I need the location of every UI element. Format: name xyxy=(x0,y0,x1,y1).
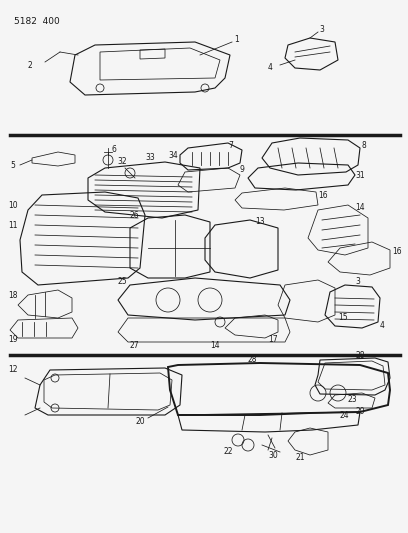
Text: 14: 14 xyxy=(355,204,365,213)
Text: 16: 16 xyxy=(318,190,328,199)
Text: 17: 17 xyxy=(268,335,277,344)
Text: 2: 2 xyxy=(28,61,33,69)
Text: 26: 26 xyxy=(130,211,140,220)
Text: 5182  400: 5182 400 xyxy=(14,18,60,27)
Text: 4: 4 xyxy=(380,321,385,330)
Text: 13: 13 xyxy=(255,217,265,227)
Text: 10: 10 xyxy=(8,200,18,209)
Text: 7: 7 xyxy=(228,141,233,149)
Text: 33: 33 xyxy=(145,154,155,163)
Text: 32: 32 xyxy=(117,157,126,166)
Text: 19: 19 xyxy=(8,335,18,344)
Text: 30: 30 xyxy=(268,450,278,459)
Text: 5: 5 xyxy=(10,160,15,169)
Text: 18: 18 xyxy=(8,290,18,300)
Text: 24: 24 xyxy=(340,410,350,419)
Text: 14: 14 xyxy=(210,341,220,350)
Text: 16: 16 xyxy=(392,247,401,256)
Text: 25: 25 xyxy=(118,278,128,287)
Text: 9: 9 xyxy=(240,166,245,174)
Text: 34: 34 xyxy=(168,150,178,159)
Text: 11: 11 xyxy=(8,221,18,230)
Text: 27: 27 xyxy=(130,341,140,350)
Text: 15: 15 xyxy=(338,313,348,322)
Text: 3: 3 xyxy=(355,278,360,287)
Text: 28: 28 xyxy=(248,356,257,365)
Text: 3: 3 xyxy=(319,26,324,35)
Text: 6: 6 xyxy=(112,146,117,155)
Text: 4: 4 xyxy=(268,62,273,71)
Text: 20: 20 xyxy=(135,417,144,426)
Text: 8: 8 xyxy=(362,141,367,149)
Text: 28: 28 xyxy=(355,351,364,359)
Text: 1: 1 xyxy=(234,36,239,44)
Text: 23: 23 xyxy=(348,395,358,405)
Text: 22: 22 xyxy=(224,448,233,456)
Text: 12: 12 xyxy=(8,366,18,375)
Text: 31: 31 xyxy=(355,171,365,180)
Text: 29: 29 xyxy=(355,408,365,416)
Text: 21: 21 xyxy=(295,454,304,463)
